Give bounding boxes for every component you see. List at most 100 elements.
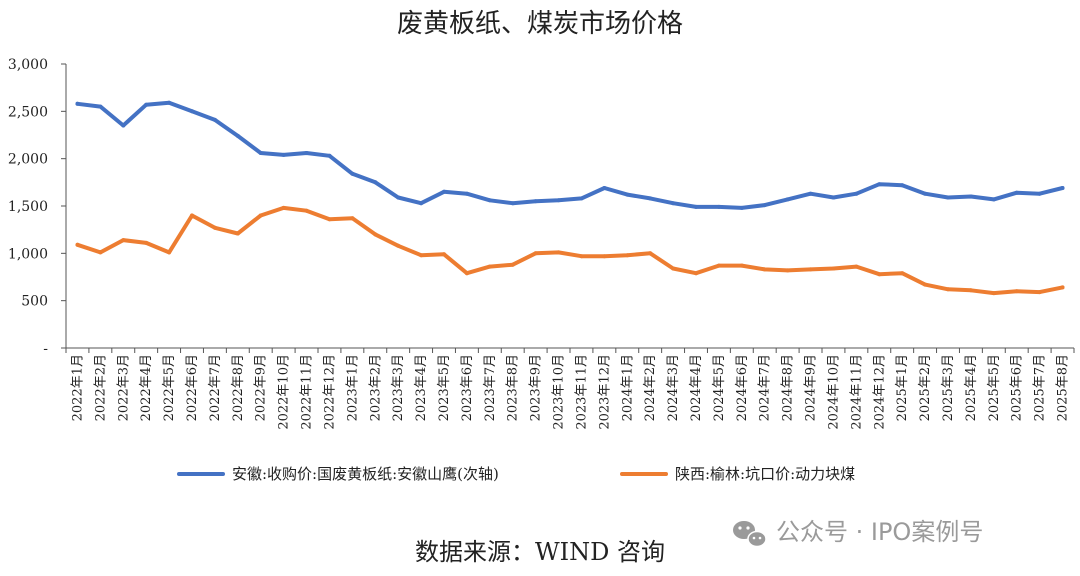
data-point	[144, 102, 149, 107]
x-tick-label: 2023年7月	[483, 354, 498, 421]
data-point	[258, 151, 263, 155]
y-tick-label: 2,500	[8, 104, 48, 120]
data-point	[648, 196, 653, 201]
x-tick-label: 2024年12月	[872, 354, 887, 430]
data-point	[694, 204, 698, 209]
chart-title: 废黄板纸、煤炭市场价格	[397, 9, 683, 39]
x-tick-label: 2025年4月	[964, 354, 979, 421]
data-point	[235, 231, 240, 236]
data-point	[212, 225, 217, 230]
data-point	[487, 198, 492, 203]
data-point	[946, 287, 950, 292]
data-point	[281, 205, 286, 210]
data-point	[327, 217, 332, 222]
data-point	[923, 191, 928, 196]
data-point	[304, 208, 309, 213]
series-line-1	[75, 100, 1065, 210]
data-point	[946, 195, 950, 200]
x-tick-label: 2023年12月	[597, 354, 612, 430]
data-point	[923, 282, 928, 287]
x-tick-label: 2022年2月	[93, 354, 108, 421]
data-point	[854, 264, 859, 269]
data-point	[258, 213, 263, 218]
data-point	[900, 183, 905, 188]
data-point	[373, 232, 378, 237]
x-tick-label: 2024年5月	[712, 354, 727, 421]
x-tick-label: 2024年8月	[781, 354, 796, 421]
data-point	[235, 133, 240, 138]
x-tick-label: 2022年7月	[208, 354, 223, 421]
data-point	[716, 263, 721, 268]
watermark: 公众号 · IPO案例号	[733, 518, 983, 548]
x-tick-label: 2023年3月	[391, 354, 406, 421]
x-tick-label: 2022年4月	[139, 354, 154, 421]
data-point	[1037, 290, 1042, 295]
data-point	[190, 109, 194, 114]
data-point	[671, 201, 676, 206]
data-point	[831, 266, 836, 271]
data-point	[716, 204, 721, 209]
data-point	[1014, 190, 1019, 195]
data-point	[831, 195, 836, 200]
data-point	[487, 264, 492, 269]
data-point	[991, 197, 996, 202]
data-point	[648, 251, 653, 256]
x-tick-label: 2025年2月	[918, 354, 933, 421]
data-point	[442, 252, 446, 257]
x-tick-label: 2024年11月	[849, 354, 864, 430]
data-point	[212, 117, 217, 122]
data-point	[464, 191, 469, 196]
data-point	[98, 250, 103, 255]
data-point	[625, 253, 630, 258]
y-tick-label: 1,500	[8, 199, 48, 215]
data-point	[877, 182, 882, 187]
legend: 安徽:收购价:国废黄板纸:安徽山鹰(次轴) 陕西:榆林:坑口价:动力块煤	[177, 465, 855, 483]
legend-label-2: 陕西:榆林:坑口价:动力块煤	[675, 465, 855, 483]
data-point	[785, 268, 790, 273]
x-tick-label: 2025年8月	[1056, 354, 1071, 421]
x-tick-label: 2024年9月	[804, 354, 819, 421]
data-point	[579, 196, 584, 201]
data-point	[98, 104, 103, 109]
x-tick-label: 2023年11月	[574, 354, 589, 430]
data-point	[464, 271, 469, 276]
data-point	[900, 271, 905, 276]
data-point	[968, 194, 973, 199]
x-tick-label: 2023年2月	[368, 354, 383, 421]
data-point	[327, 153, 332, 158]
x-tick-label: 2022年11月	[300, 354, 315, 430]
x-tick-label: 2023年4月	[414, 354, 429, 421]
data-point	[121, 238, 126, 243]
data-point	[167, 100, 172, 105]
x-tick-label: 2024年3月	[666, 354, 681, 421]
data-point	[442, 189, 446, 194]
y-tick-label: 1,000	[8, 246, 48, 262]
data-point	[350, 171, 355, 176]
data-point	[625, 192, 630, 197]
data-point	[602, 254, 607, 259]
data-point	[1060, 285, 1065, 290]
y-tick-label: 2,000	[8, 152, 48, 168]
data-point	[167, 250, 172, 255]
data-point	[785, 197, 790, 202]
x-tick-label: 2022年8月	[231, 354, 246, 421]
x-tick-label: 2025年1月	[895, 354, 910, 421]
data-point	[556, 198, 561, 203]
source-note: 数据来源：WIND 咨询	[415, 538, 665, 566]
data-point	[854, 191, 859, 196]
data-point	[1060, 186, 1065, 190]
data-point	[373, 180, 378, 185]
x-tick-label: 2022年6月	[185, 354, 200, 421]
data-point	[396, 243, 401, 248]
x-tick-label: 2023年1月	[345, 354, 360, 421]
x-tick-label: 2023年10月	[552, 354, 567, 430]
x-tick-label: 2023年8月	[506, 354, 521, 421]
x-tick-label: 2024年2月	[643, 354, 658, 421]
y-tick-label: 3,000	[8, 57, 48, 73]
data-point	[510, 201, 515, 206]
x-tick-label: 2022年12月	[322, 354, 337, 430]
x-tick-label: 2022年3月	[116, 354, 131, 421]
x-tick-label: 2025年7月	[1033, 354, 1048, 421]
x-tick-label: 2024年4月	[689, 354, 704, 421]
